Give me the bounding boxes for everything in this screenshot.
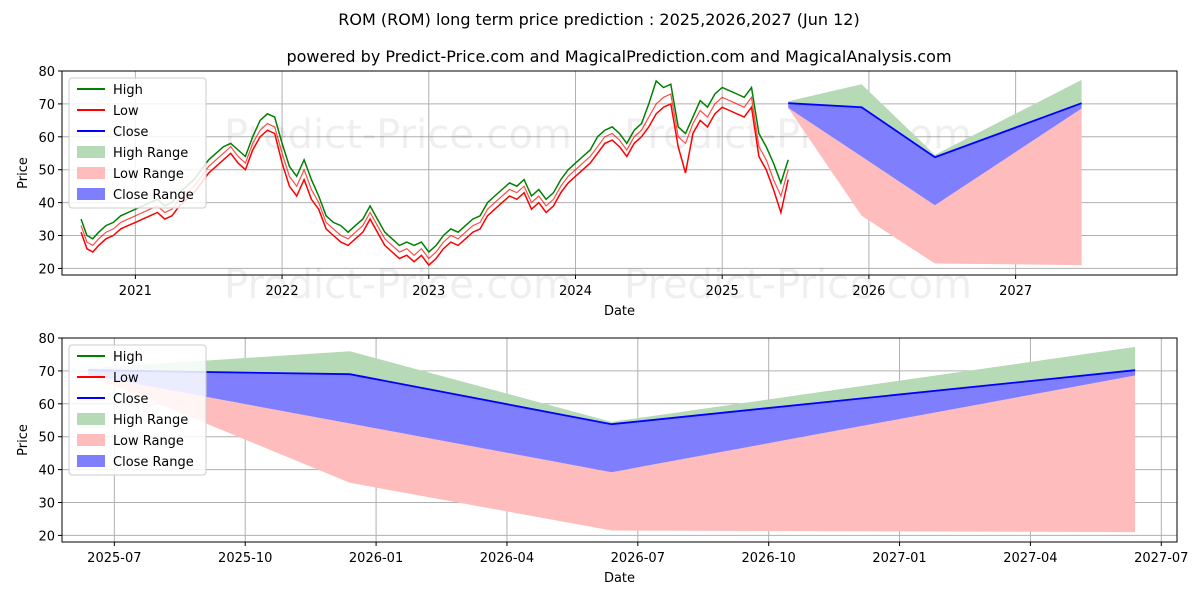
y-tick-label: 50 xyxy=(38,164,55,179)
watermark-text: Predict-Price.com xyxy=(624,262,972,308)
legend-label: Low Range xyxy=(113,434,184,449)
y-tick-label: 40 xyxy=(38,464,55,479)
y-tick-label: 20 xyxy=(38,262,55,277)
x-tick-label: 2025-07 xyxy=(87,551,141,566)
legend-swatch-high-range xyxy=(77,146,105,158)
legend-label: High xyxy=(113,350,143,365)
bottom-panel: Predict-Price.com2025-072025-102026-0120… xyxy=(16,332,1188,586)
watermark-text: Predict-Price.com xyxy=(224,262,572,308)
legend-label: Low xyxy=(113,104,139,119)
x-tick-label: 2026-10 xyxy=(742,551,796,566)
x-tick-label: 2023 xyxy=(412,284,445,299)
close-range-band xyxy=(88,370,1136,473)
y-tick-label: 40 xyxy=(38,197,55,212)
y-tick-label: 80 xyxy=(38,332,55,347)
x-tick-label: 2021 xyxy=(119,284,152,299)
legend: High Low Close High Range Low Range Close Ran… xyxy=(68,77,207,209)
y-axis-label: Price xyxy=(16,424,31,456)
x-axis-label: Date xyxy=(604,304,635,319)
y-tick-label: 60 xyxy=(38,398,55,413)
chart-subtitle: powered by Predict-Price.com and Magical… xyxy=(286,47,951,66)
legend-label: High xyxy=(113,83,143,98)
x-tick-label: 2026-01 xyxy=(349,551,403,566)
high-range-band xyxy=(88,346,1136,425)
x-tick-label: 2027 xyxy=(999,284,1032,299)
x-tick-label: 2022 xyxy=(266,284,299,299)
x-tick-label: 2026-07 xyxy=(611,551,665,566)
x-tick-label: 2027-01 xyxy=(872,551,926,566)
legend-label: Low Range xyxy=(113,167,184,182)
x-tick-label: 2025-10 xyxy=(218,551,272,566)
y-tick-label: 70 xyxy=(38,98,55,113)
x-axis-label: Date xyxy=(604,571,635,586)
legend-label: Close xyxy=(113,392,148,407)
x-tick-label: 2027-04 xyxy=(1003,551,1057,566)
chart-title: ROM (ROM) long term price prediction : 2… xyxy=(338,10,859,29)
y-axis-label: Price xyxy=(16,157,31,189)
y-tick-label: 50 xyxy=(38,431,55,446)
x-tick-label: 2025 xyxy=(706,284,739,299)
legend-label: High Range xyxy=(113,146,188,161)
close-series-line xyxy=(788,102,1082,159)
plot-frame xyxy=(61,337,1178,543)
y-tick-label: 80 xyxy=(38,65,55,80)
top-panel: Predict-Price.com Predict-Price.com Predic… xyxy=(16,65,1178,319)
legend-swatch-close-range xyxy=(77,188,105,200)
legend-swatch-low-range xyxy=(77,434,105,446)
y-tick-label: 20 xyxy=(38,529,55,544)
legend-swatch-low-range xyxy=(77,167,105,179)
x-tick-label: 2026 xyxy=(852,284,885,299)
legend-swatch-close-range xyxy=(77,455,105,467)
legend-label: High Range xyxy=(113,413,188,428)
y-tick-label: 30 xyxy=(38,497,55,512)
high-range-band xyxy=(788,79,1082,158)
watermark-text: Predict-Price.com xyxy=(224,112,572,158)
y-tick-label: 30 xyxy=(38,230,55,245)
low-range-band xyxy=(788,107,1082,266)
x-tick-label: 2027-07 xyxy=(1134,551,1188,566)
legend-label: Close Range xyxy=(113,455,194,470)
x-tick-label: 2026-04 xyxy=(480,551,534,566)
close-range-band xyxy=(788,103,1082,206)
low-range-band xyxy=(88,374,1136,533)
legend-label: Low xyxy=(113,371,139,386)
legend-label: Close xyxy=(113,125,148,140)
y-tick-label: 70 xyxy=(38,365,55,380)
legend: High Low Close High Range Low Range Close Ran… xyxy=(68,344,207,476)
plot-frame xyxy=(61,70,1178,276)
legend-label: Close Range xyxy=(113,188,194,203)
legend-swatch-high-range xyxy=(77,413,105,425)
y-tick-label: 60 xyxy=(38,131,55,146)
close-series-line xyxy=(88,369,1136,426)
x-tick-label: 2024 xyxy=(559,284,592,299)
